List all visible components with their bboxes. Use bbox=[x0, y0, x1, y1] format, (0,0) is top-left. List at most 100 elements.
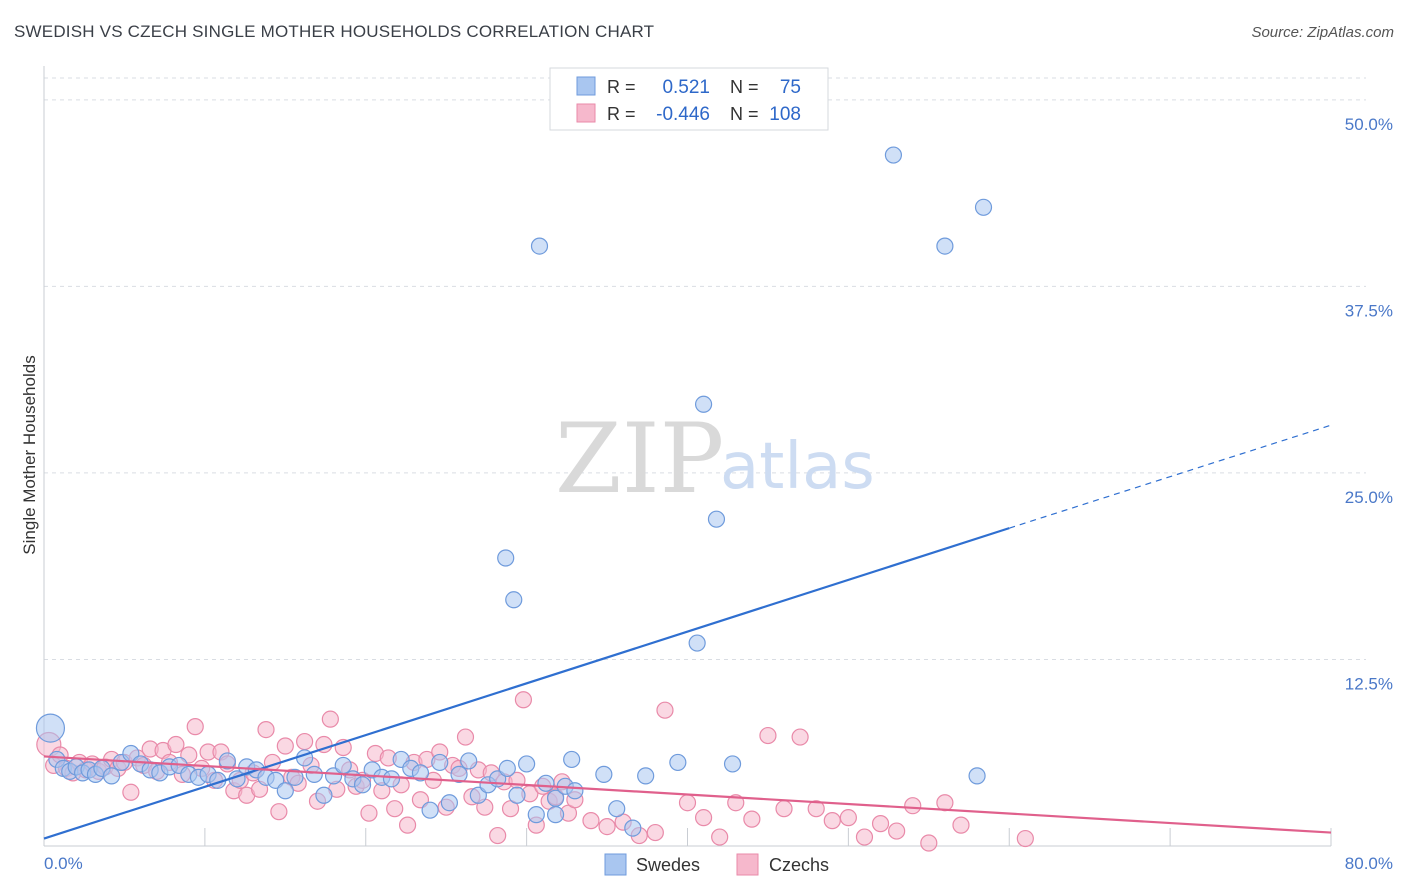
czechs-point bbox=[727, 794, 745, 812]
czechs-trend-line bbox=[43, 755, 1332, 834]
czechs-point bbox=[186, 718, 204, 736]
swedes-point bbox=[353, 776, 372, 794]
swedes-point bbox=[35, 713, 66, 743]
legend-stats: R = 0.521 N = 75 R = -0.446 N = 108 bbox=[549, 67, 829, 131]
swedes-trend-line bbox=[43, 527, 1010, 840]
swedes-point bbox=[431, 753, 449, 772]
czechs-point bbox=[296, 732, 314, 751]
czechs-point bbox=[398, 816, 417, 834]
czechs-point bbox=[839, 809, 857, 827]
legend-swatch-swedes bbox=[576, 76, 596, 96]
czechs-point bbox=[514, 691, 533, 709]
legend-r-value-swedes: 0.521 bbox=[662, 77, 710, 98]
swedes-point bbox=[276, 782, 294, 800]
legend-bottom-label-swedes: Swedes bbox=[636, 855, 700, 875]
czechs-point bbox=[678, 794, 697, 812]
czechs-point bbox=[321, 710, 339, 728]
legend-n-value-swedes: 75 bbox=[780, 77, 801, 98]
swedes-point bbox=[505, 591, 523, 609]
x-tick-label-0: 0.0% bbox=[44, 854, 83, 873]
czechs-point bbox=[871, 815, 890, 833]
grid-lines bbox=[44, 77, 1366, 660]
swedes-point bbox=[421, 801, 439, 819]
swedes-point bbox=[286, 768, 304, 786]
swedes-point bbox=[315, 786, 333, 804]
swedes-point bbox=[723, 755, 742, 773]
swedes-point bbox=[537, 774, 555, 792]
swedes-point bbox=[450, 765, 468, 783]
swedes-point bbox=[694, 395, 713, 413]
czechs-point bbox=[582, 812, 600, 830]
swedes-point bbox=[518, 755, 536, 773]
czechs-point bbox=[807, 800, 825, 818]
czechs-point bbox=[489, 826, 507, 845]
swedes-point bbox=[508, 786, 526, 804]
czechs-point bbox=[646, 823, 664, 842]
czechs-point bbox=[360, 804, 378, 822]
czechs-point bbox=[743, 810, 761, 828]
swedes-point bbox=[968, 767, 986, 785]
swedes-point bbox=[624, 819, 642, 837]
swedes-point bbox=[102, 767, 121, 785]
trend-lines bbox=[43, 424, 1332, 840]
czechs-point bbox=[598, 817, 616, 836]
y-tick-label-3: 50.0% bbox=[1345, 115, 1393, 134]
watermark-atlas: atlas bbox=[720, 430, 875, 504]
legend-stats-box bbox=[549, 67, 829, 131]
y-tick-label-1: 25.0% bbox=[1345, 488, 1393, 507]
swedes-point bbox=[669, 753, 687, 772]
swedes-point bbox=[334, 756, 352, 775]
swedes-point bbox=[497, 549, 515, 567]
czechs-point bbox=[775, 800, 793, 818]
swedes-point bbox=[563, 750, 581, 769]
czechs-point bbox=[257, 720, 275, 739]
swedes-point bbox=[382, 770, 401, 788]
swedes-point bbox=[688, 634, 706, 652]
swedes-point bbox=[411, 764, 430, 782]
swedes-point bbox=[608, 800, 626, 818]
swedes-point bbox=[440, 794, 459, 812]
czechs-point bbox=[711, 828, 729, 846]
legend-swatch-czechs bbox=[576, 103, 596, 123]
czechs-point bbox=[694, 809, 713, 827]
swedes-point bbox=[530, 237, 549, 255]
czechs-point bbox=[904, 797, 922, 815]
swedes-point bbox=[305, 765, 323, 783]
swedes-point bbox=[884, 146, 903, 164]
czechs-point bbox=[122, 783, 140, 801]
legend-bottom-swatch-swedes bbox=[604, 853, 627, 876]
czechs-point bbox=[920, 834, 938, 852]
swedes-point bbox=[936, 237, 954, 255]
swedes-trend-extension bbox=[1009, 424, 1332, 529]
legend-n-value-czechs: 108 bbox=[769, 104, 801, 125]
czechs-point bbox=[952, 816, 970, 834]
czechs-point bbox=[270, 803, 288, 821]
swedes-point bbox=[460, 752, 478, 770]
swedes-point bbox=[974, 198, 993, 216]
czechs-point bbox=[315, 735, 333, 754]
legend-series: Swedes Czechs bbox=[604, 853, 829, 876]
source-credit: Source: ZipAtlas.com bbox=[1251, 24, 1394, 41]
czechs-point bbox=[888, 822, 906, 840]
swedes-point bbox=[546, 806, 565, 824]
watermark-zip: ZIP bbox=[555, 403, 724, 515]
swedes-point bbox=[707, 510, 726, 528]
y-axis-label: Single Mother Households bbox=[20, 355, 39, 554]
legend-n-label-czechs: N = bbox=[730, 104, 759, 124]
czechs-point bbox=[167, 735, 185, 754]
czechs-point bbox=[276, 737, 294, 755]
swedes-point bbox=[595, 765, 613, 783]
y-tick-label-2: 37.5% bbox=[1345, 301, 1393, 320]
legend-bottom-swatch-czechs bbox=[736, 853, 759, 876]
czechs-point bbox=[456, 728, 475, 746]
tick-labels: 12.5% 25.0% 37.5% 50.0% 0.0% 80.0% bbox=[44, 115, 1393, 873]
czechs-point bbox=[823, 812, 841, 830]
swedes-point bbox=[566, 782, 584, 800]
x-tick-label-1: 80.0% bbox=[1345, 854, 1393, 873]
swedes-point bbox=[637, 767, 655, 785]
legend-r-label-swedes: R = bbox=[607, 77, 636, 97]
legend-r-value-czechs: -0.446 bbox=[656, 104, 710, 125]
chart-title: SWEDISH VS CZECH SINGLE MOTHER HOUSEHOLD… bbox=[14, 22, 655, 41]
y-tick-label-0: 12.5% bbox=[1345, 674, 1393, 693]
czechs-point bbox=[386, 800, 404, 818]
